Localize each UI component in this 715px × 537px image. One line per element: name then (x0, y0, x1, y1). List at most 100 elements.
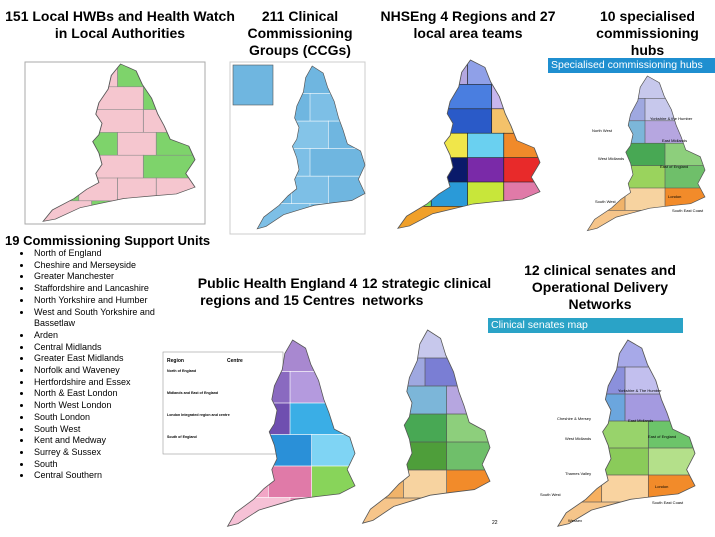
region (587, 98, 646, 122)
region (289, 497, 355, 527)
region (467, 206, 541, 229)
title-ccg: 211 Clinical Commissioning Groups (CCGs) (247, 8, 353, 58)
region (624, 165, 666, 189)
csu-list: North of EnglandCheshire and MerseysideG… (10, 248, 182, 482)
region (397, 181, 433, 208)
title-nhseng: NHSEng 4 Regions and 27 local area teams (380, 8, 556, 41)
region (362, 497, 426, 524)
phe-legend-heading: Centre (227, 358, 243, 364)
region (647, 447, 695, 476)
csu-item: Greater Manchester (32, 271, 182, 283)
csu-item: North & East London (32, 388, 182, 400)
phe-legend-region: South of England (167, 435, 197, 439)
region (442, 108, 493, 134)
region (430, 157, 469, 183)
csu-item: Central Midlands (32, 342, 182, 354)
region (397, 206, 469, 229)
region (467, 157, 505, 183)
csu-item: West and South Yorkshire and Bassetlaw (32, 307, 182, 330)
region-label: North West (592, 128, 613, 133)
region (311, 434, 355, 467)
region (424, 357, 490, 387)
csu-item: Arden (32, 330, 182, 342)
banner-senates: Clinical senates map (488, 318, 683, 333)
england-map (361, 329, 491, 524)
csu-item: Greater East Midlands (32, 353, 182, 365)
map-outline (361, 329, 491, 524)
region (624, 501, 695, 527)
region (557, 474, 603, 503)
region (397, 108, 445, 134)
region (397, 84, 445, 110)
title-phe: Public Health England 4 regions and 15 C… (197, 275, 358, 308)
region (467, 132, 505, 159)
region (446, 413, 490, 443)
region-label: Yorkshire & The Humber (618, 388, 662, 393)
region (397, 157, 433, 183)
region (403, 441, 448, 471)
region-label: Cheshire & Mersey (557, 416, 591, 421)
region-label: South East Coast (672, 208, 704, 213)
csu-item: Norfolk and Waveney (32, 365, 182, 377)
csu-item: South (32, 459, 182, 471)
region (311, 465, 355, 499)
title-hubs: 10 specialised commissioning hubs (596, 8, 699, 58)
phe-legend-region: London Integrated region and centre (167, 413, 230, 417)
region (117, 132, 158, 156)
csu-item: South London (32, 412, 182, 424)
region-label: East Midlands (662, 138, 687, 143)
region (268, 465, 313, 499)
region (362, 441, 405, 471)
region (557, 366, 626, 395)
csu-item: Surrey & Sussex (32, 447, 182, 459)
phe-legend-region: Midlands and East of England (167, 391, 218, 395)
region-label: East Midlands (628, 418, 653, 423)
title-senates: 12 clinical senates and Operational Deli… (524, 262, 676, 312)
csu-item: Staffordshire and Lancashire (32, 283, 182, 295)
region (664, 142, 706, 167)
region-label: Wessex (568, 518, 582, 523)
region (442, 84, 493, 110)
csu-item: Hertfordshire and Essex (32, 377, 182, 389)
region (362, 385, 405, 415)
csu-item: North of England (32, 248, 182, 260)
region (309, 148, 366, 177)
region (624, 142, 666, 167)
region-label: London (655, 484, 668, 489)
region (362, 469, 405, 499)
region (403, 385, 448, 415)
region (289, 371, 355, 404)
phe-legend (162, 351, 284, 455)
csu-item: North Yorkshire and Humber (32, 295, 182, 307)
region (587, 142, 626, 167)
region (362, 357, 426, 387)
ccg-london-inset (232, 64, 274, 106)
phe-legend-heading: Region (167, 358, 184, 364)
map-outline (256, 65, 366, 230)
region (503, 157, 541, 183)
title-csu: 19 Commissioning Support Units (5, 233, 211, 248)
title-scn: 12 strategic clinical networks (362, 275, 492, 308)
region-label: East of England (648, 434, 676, 439)
england-map (396, 59, 541, 229)
region (362, 413, 405, 443)
csu-item: Cheshire and Merseyside (32, 260, 182, 272)
region-label: South East Coast (652, 500, 684, 505)
region-label: Thames Valley (565, 471, 591, 476)
region (587, 165, 626, 189)
csu-item: Kent and Medway (32, 435, 182, 447)
region (424, 497, 490, 524)
region-label: East of England (660, 164, 688, 169)
region-label: London (668, 194, 681, 199)
region (467, 181, 505, 208)
region (587, 210, 646, 231)
region (446, 441, 490, 471)
map-outline (42, 63, 196, 222)
map-outline (396, 59, 541, 229)
region (503, 181, 541, 208)
region (491, 84, 541, 110)
csu-item: North West London (32, 400, 182, 412)
region-label: Yorkshire & the Humber (650, 116, 693, 121)
